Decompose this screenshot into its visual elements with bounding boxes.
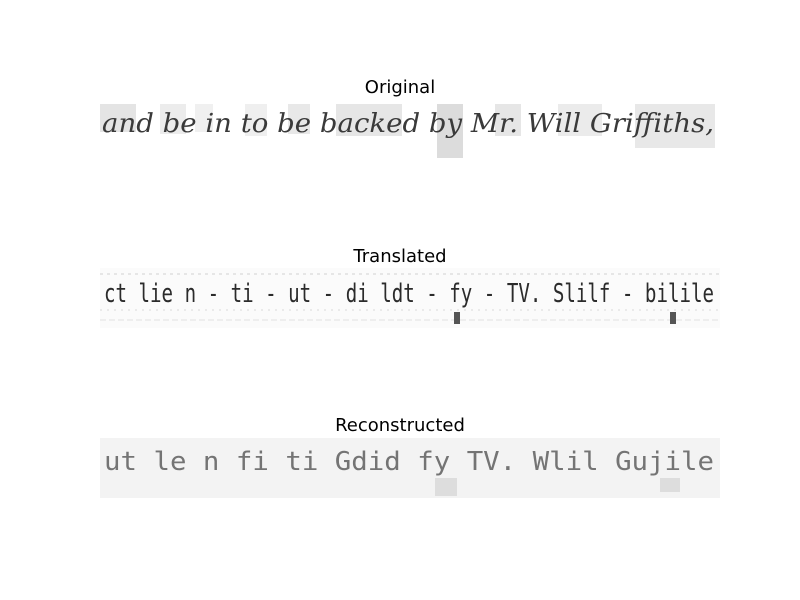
translated-title: Translated xyxy=(353,246,447,267)
original-title: Original xyxy=(364,77,436,98)
reconstructed-glyphs: ut le n fi ti Gdid fy TV. Wlil Gujile xyxy=(104,447,714,477)
reconstructed-image-strip: ut le n fi ti Gdid fy TV. Wlil Gujile xyxy=(100,438,720,498)
original-handwriting: and be in to be backed by Mr. Will Griff… xyxy=(102,109,714,139)
reconstructed-title: Reconstructed xyxy=(335,415,465,436)
translated-image-strip: ct lie n - ti - ut - di ldt - fy - TV. S… xyxy=(100,268,720,328)
original-image-strip: and be in to be backed by Mr. Will Griff… xyxy=(100,100,720,160)
translated-glyphs: ct lie n - ti - ut - di ldt - fy - TV. S… xyxy=(104,279,714,309)
